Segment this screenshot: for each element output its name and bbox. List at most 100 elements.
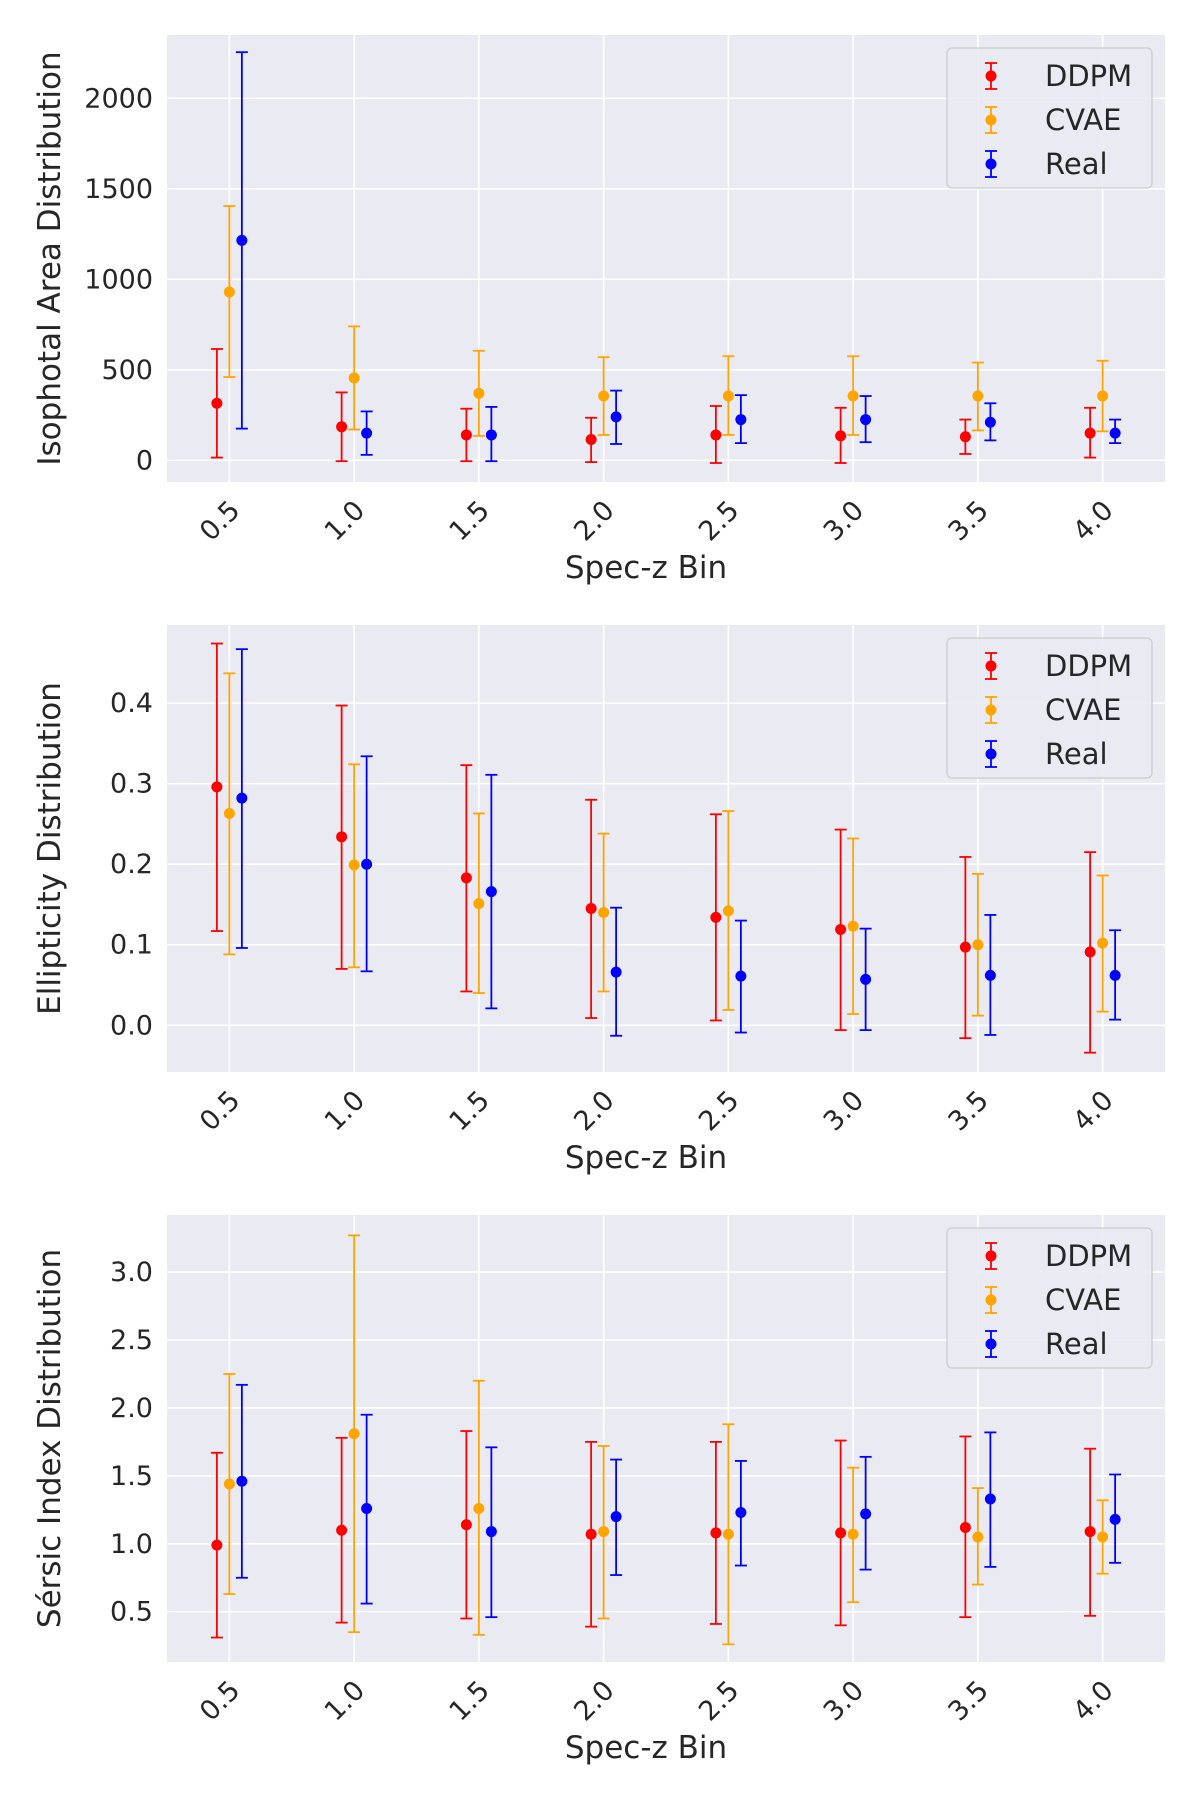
data-point <box>223 807 235 819</box>
legend-marker-point <box>985 748 997 760</box>
data-point <box>236 792 248 804</box>
data-point <box>460 429 472 441</box>
data-point <box>1097 937 1109 949</box>
data-point <box>236 234 248 246</box>
data-point <box>984 1493 996 1505</box>
chart-panel-2: 0.00.10.20.30.40.5 1.0 1.5 2.0 2.5 3.0 3.5 4.0S… <box>32 625 1165 1176</box>
data-point <box>1084 427 1096 439</box>
data-point <box>598 390 610 402</box>
legend-label: DDPM <box>1045 59 1132 93</box>
data-point <box>722 1528 734 1540</box>
legend-marker-point <box>985 704 997 716</box>
y-tick-label: 1000 <box>84 264 153 295</box>
data-point <box>610 411 622 423</box>
data-point <box>710 911 722 923</box>
series-ddpm <box>210 348 1097 464</box>
data-point <box>585 433 597 445</box>
data-point <box>361 427 373 439</box>
legend-marker-point <box>985 114 997 126</box>
data-point <box>959 431 971 443</box>
series-real <box>235 648 1122 1037</box>
y-tick-label: 0.4 <box>110 688 153 719</box>
y-tick-label: 2000 <box>84 83 153 114</box>
y-tick-label: 2.0 <box>110 1393 153 1424</box>
data-point <box>236 1475 248 1487</box>
legend-label: Real <box>1045 147 1108 181</box>
legend-marker-point <box>985 70 997 82</box>
legend: DDPM CVAE Real <box>946 47 1153 189</box>
legend: DDPM CVAE Real <box>946 637 1153 779</box>
legend-box <box>946 637 1153 779</box>
data-point <box>485 1526 497 1538</box>
data-point <box>735 1507 747 1519</box>
legend-label: Real <box>1045 737 1108 771</box>
legend-box <box>946 47 1153 189</box>
data-point <box>460 872 472 884</box>
legend-marker-point <box>985 158 997 170</box>
data-point <box>860 973 872 985</box>
data-point <box>473 1502 485 1514</box>
legend-box <box>946 1227 1153 1369</box>
data-point <box>984 416 996 428</box>
legend-label: Real <box>1045 1327 1108 1361</box>
y-tick-label: 0.1 <box>110 930 153 961</box>
series-cvae <box>223 672 1109 1017</box>
legend-marker-point <box>985 1294 997 1306</box>
data-point <box>211 397 223 409</box>
data-point <box>835 430 847 442</box>
data-point <box>1109 427 1121 439</box>
data-point <box>585 1528 597 1540</box>
series-cvae <box>223 1234 1109 1646</box>
legend-label: DDPM <box>1045 649 1132 683</box>
y-axis-label: Sérsic Index Distribution <box>32 1249 68 1628</box>
y-axis-label: Ellipticity Distribution <box>32 682 68 1015</box>
data-point <box>860 414 872 426</box>
data-point <box>336 831 348 843</box>
data-point <box>959 1521 971 1533</box>
y-tick-label: 1500 <box>84 174 153 205</box>
legend-label: CVAE <box>1045 103 1121 137</box>
y-axis-label: Isophotal Area Distribution <box>32 51 68 465</box>
series-ddpm <box>210 642 1097 1054</box>
legend-label: CVAE <box>1045 693 1121 727</box>
data-point <box>710 429 722 441</box>
y-tick-label: 500 <box>101 355 153 386</box>
legend-marker-point <box>985 1250 997 1262</box>
y-tick-label: 0.3 <box>110 769 153 800</box>
data-point <box>835 1527 847 1539</box>
series-cvae <box>223 205 1109 437</box>
data-point <box>1084 946 1096 958</box>
data-point <box>473 898 485 910</box>
data-point <box>735 970 747 982</box>
y-tick-label: 0 <box>136 445 153 476</box>
legend-label: CVAE <box>1045 1283 1121 1317</box>
data-point <box>361 858 373 870</box>
y-tick-label: 1.5 <box>110 1461 153 1492</box>
data-point <box>598 1526 610 1538</box>
legend-marker-point <box>985 660 997 672</box>
data-point <box>1109 1513 1121 1525</box>
data-point <box>1097 1531 1109 1543</box>
y-tick-label: 0.5 <box>110 1597 153 1628</box>
data-point <box>1109 969 1121 981</box>
data-point <box>348 859 360 871</box>
data-point <box>972 1531 984 1543</box>
series-real <box>235 51 1122 463</box>
data-point <box>473 387 485 399</box>
data-point <box>223 1478 235 1490</box>
data-point <box>485 886 497 898</box>
data-point <box>972 390 984 402</box>
y-tick-label: 1.0 <box>110 1529 153 1560</box>
data-point <box>336 1524 348 1536</box>
y-tick-label: 3.0 <box>110 1257 153 1288</box>
data-point <box>610 966 622 978</box>
series-real <box>235 1383 1122 1619</box>
data-point <box>735 414 747 426</box>
legend-marker-point <box>985 1338 997 1350</box>
data-point <box>972 939 984 951</box>
data-point <box>835 923 847 935</box>
y-tick-label: 2.5 <box>110 1325 153 1356</box>
y-tick-label: 0.0 <box>110 1010 153 1041</box>
data-point <box>710 1527 722 1539</box>
